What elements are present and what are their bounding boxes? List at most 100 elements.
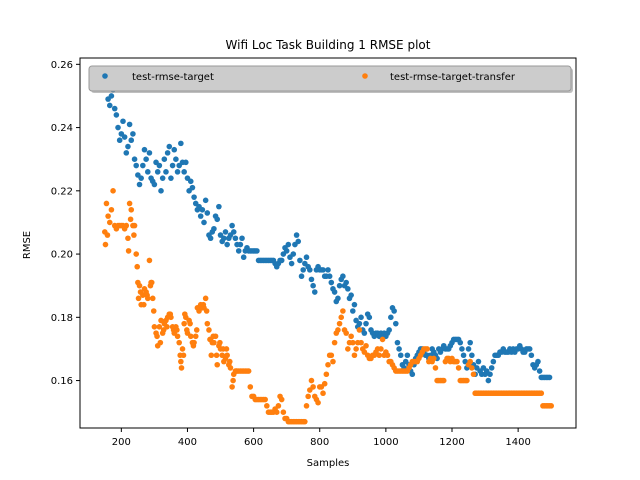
x-tick-label: 400 <box>178 437 197 448</box>
data-point <box>424 346 431 352</box>
data-point <box>229 384 235 390</box>
data-point <box>356 327 363 333</box>
data-point <box>469 352 475 359</box>
data-point <box>278 257 285 264</box>
data-point <box>455 365 462 371</box>
y-tick-label: 0.22 <box>51 186 73 197</box>
data-point <box>310 384 316 390</box>
data-point <box>283 248 290 254</box>
data-point <box>338 314 345 321</box>
data-point <box>217 339 223 346</box>
data-point <box>106 102 113 109</box>
data-point <box>336 282 343 289</box>
data-point <box>457 339 464 346</box>
data-point <box>187 178 194 185</box>
data-point <box>222 229 229 235</box>
legend-box <box>88 65 572 92</box>
data-point <box>232 235 239 242</box>
data-point <box>115 124 121 131</box>
data-point <box>335 295 341 302</box>
data-point <box>199 206 206 213</box>
legend-marker-test-rmse-target-transfer <box>362 73 368 79</box>
data-point <box>166 143 173 150</box>
data-point <box>388 314 394 321</box>
data-point <box>330 358 336 365</box>
data-point <box>343 330 349 336</box>
data-point <box>183 159 189 166</box>
data-point <box>163 169 169 175</box>
data-point <box>151 324 158 330</box>
data-point <box>348 333 354 340</box>
x-tick-label: 200 <box>112 437 131 448</box>
data-point <box>366 314 373 321</box>
data-point <box>181 320 187 327</box>
data-point <box>187 320 193 327</box>
data-point <box>110 188 116 194</box>
data-point <box>467 339 473 346</box>
data-point <box>104 232 111 238</box>
data-point <box>230 229 237 235</box>
y-tick-label: 0.20 <box>51 250 73 261</box>
data-point <box>335 327 341 333</box>
data-point <box>113 112 120 118</box>
data-point <box>136 282 143 289</box>
data-point <box>485 377 492 384</box>
data-point <box>168 314 174 321</box>
data-point <box>235 248 242 254</box>
data-point <box>459 346 465 352</box>
data-point <box>394 339 401 346</box>
data-point <box>229 222 235 229</box>
data-point <box>126 121 133 128</box>
data-point <box>125 235 131 242</box>
data-point <box>127 216 134 223</box>
data-point <box>363 342 369 349</box>
data-point <box>135 295 142 302</box>
data-point <box>363 320 369 327</box>
data-point <box>226 358 233 365</box>
data-point <box>475 358 482 365</box>
data-point <box>288 260 295 267</box>
data-point <box>404 352 411 359</box>
data-point <box>245 368 252 374</box>
data-point <box>134 263 141 270</box>
data-point <box>361 330 368 336</box>
data-point <box>143 156 149 162</box>
legend-label-test-rmse-target: test-rmse-target <box>132 72 214 83</box>
data-point <box>201 219 207 226</box>
data-point <box>211 339 217 346</box>
data-point <box>464 377 470 384</box>
data-point <box>181 169 187 175</box>
data-point <box>224 241 230 248</box>
data-point <box>180 352 187 359</box>
data-point <box>340 273 346 280</box>
data-point <box>308 377 315 384</box>
data-point <box>487 371 493 378</box>
legend-label-test-rmse-target-transfer: test-rmse-target-transfer <box>390 72 516 83</box>
data-point <box>156 324 163 330</box>
data-point <box>311 289 318 295</box>
data-point <box>320 267 326 273</box>
data-point <box>285 241 292 248</box>
data-point <box>197 213 204 219</box>
data-point <box>105 213 111 219</box>
data-point <box>179 346 186 352</box>
data-point <box>169 162 176 169</box>
data-point <box>307 267 313 273</box>
data-point <box>156 162 163 169</box>
data-point <box>131 232 137 238</box>
data-point <box>157 339 164 346</box>
data-point <box>295 238 302 245</box>
axes: 200 400 600 800 1000 1200 1400 0.16 0.18 0.20 0.22… <box>51 57 577 448</box>
y-tick-label: 0.26 <box>51 60 73 71</box>
data-point <box>340 308 346 314</box>
data-point <box>323 371 330 378</box>
series-test-rmse-target <box>102 67 553 384</box>
data-point <box>191 339 197 346</box>
data-point <box>144 169 151 175</box>
data-point <box>469 365 475 371</box>
data-point <box>149 295 156 302</box>
data-point <box>230 377 236 384</box>
data-point <box>126 200 133 207</box>
data-point <box>108 206 115 213</box>
data-point <box>273 409 280 415</box>
